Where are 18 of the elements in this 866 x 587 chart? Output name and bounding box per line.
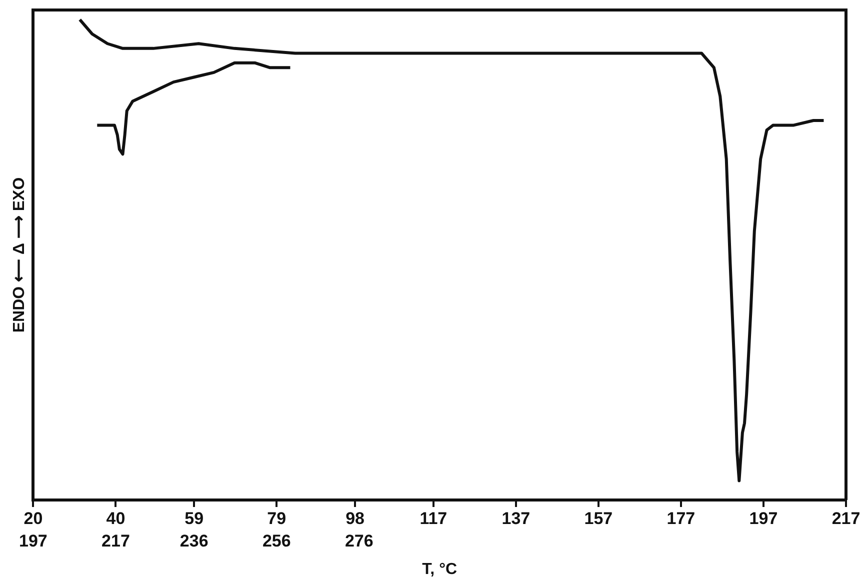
x-tick-label: 217: [832, 508, 860, 528]
x-axis-title: T, °C: [422, 560, 458, 578]
x2-tick-label: 197: [19, 531, 48, 550]
y-axis-title: ENDO ⟵ Δ ⟶ EXO: [11, 177, 28, 333]
x-tick-label: 20: [24, 508, 43, 528]
x-tick-label: 197: [749, 508, 778, 528]
x-tick-label: 177: [666, 508, 696, 528]
x-tick-label: 157: [584, 508, 613, 528]
x2-tick-label: 256: [262, 531, 291, 550]
x2-tick-label: 217: [102, 531, 130, 550]
x2-tick-label: 236: [180, 531, 208, 550]
x-tick-label: 137: [502, 508, 530, 528]
x-tick-label: 98: [346, 508, 364, 528]
x2-tick-label: 276: [344, 531, 374, 550]
x-tick-label: 59: [184, 508, 204, 528]
x-tick-label: 79: [267, 508, 286, 528]
x-tick-label: 117: [420, 508, 448, 528]
x-tick-label: 40: [106, 508, 126, 528]
